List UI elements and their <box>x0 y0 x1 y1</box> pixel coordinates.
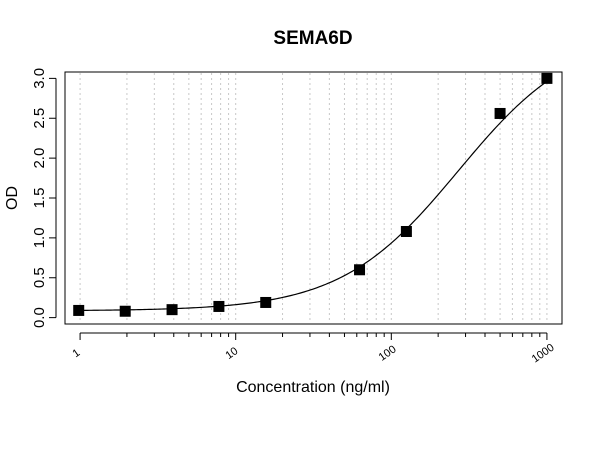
y-tick-label: 2.0 <box>31 148 48 169</box>
data-point <box>400 225 412 237</box>
y-tick-label: 1.0 <box>31 227 48 248</box>
data-point <box>260 296 272 308</box>
axes: 1 10 100 1000 0.0 0.5 1.0 1.5 2.0 2.5 3.0 <box>31 68 557 366</box>
data-point <box>213 300 225 312</box>
y-tick-label: 0.0 <box>31 307 48 328</box>
data-point <box>73 304 85 316</box>
chart-title: SEMA6D <box>273 28 352 49</box>
grid-lines <box>79 73 548 323</box>
y-tick-label: 1.5 <box>31 188 48 209</box>
fit-curve-group <box>78 80 548 311</box>
data-point <box>494 107 506 119</box>
data-point <box>119 305 131 317</box>
fit-curve <box>78 80 548 311</box>
y-tick-label: 0.5 <box>31 267 48 288</box>
x-tick-label: 1000 <box>530 342 557 366</box>
x-tick-label: 10 <box>224 345 241 362</box>
x-tick-label: 1 <box>70 347 82 360</box>
plot-frame <box>64 71 563 325</box>
data-point <box>166 304 178 316</box>
y-axis-label: OD <box>4 186 21 210</box>
x-tick-label: 100 <box>377 343 399 363</box>
y-tick-label: 3.0 <box>31 68 48 89</box>
data-points <box>73 72 553 317</box>
data-point <box>354 264 366 276</box>
y-tick-label: 2.5 <box>31 108 48 129</box>
data-point <box>541 72 553 84</box>
x-axis-label: Concentration (ng/ml) <box>236 379 390 396</box>
